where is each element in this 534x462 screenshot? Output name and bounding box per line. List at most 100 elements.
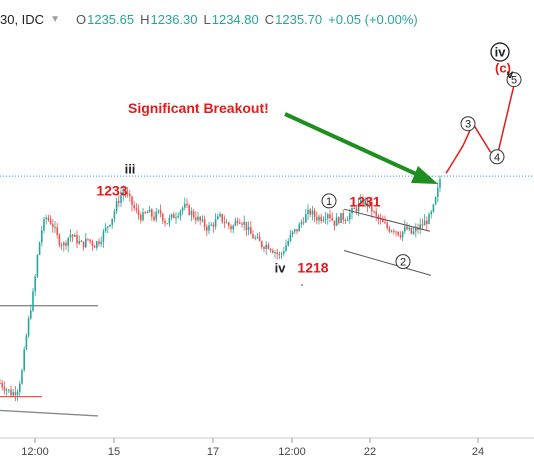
candle-body <box>214 219 217 227</box>
candle-body <box>421 224 424 226</box>
candle-body <box>118 201 120 203</box>
candle-body <box>49 220 52 225</box>
candle-body <box>355 208 358 212</box>
candle-body <box>362 199 364 205</box>
candle-body <box>133 205 135 209</box>
candle-body <box>399 235 402 238</box>
candle-body <box>115 201 118 212</box>
wave-number: 4 <box>494 152 500 164</box>
candle-body <box>434 197 437 205</box>
candle-body <box>168 217 171 224</box>
level-line-lower <box>0 409 99 417</box>
candle-body <box>285 245 287 252</box>
wave-label: iii <box>125 161 136 176</box>
candle-body <box>67 237 69 246</box>
candle-body <box>188 205 190 215</box>
candle-body <box>397 231 399 236</box>
candle-body <box>151 209 153 217</box>
candle-body <box>302 222 305 224</box>
chevron-down-icon[interactable]: ▼ <box>50 13 60 25</box>
ohlc-header: 30, IDC ▼ O 1235.65 H 1236.30 L 1234.80 C 12… <box>0 9 418 29</box>
candle-body <box>30 310 32 319</box>
candle-body <box>155 211 157 220</box>
candle-body <box>320 216 322 222</box>
x-axis-tick-label: 17 <box>207 446 219 458</box>
x-axis-tick-label: 22 <box>364 446 376 458</box>
channel-line-lower <box>343 250 432 276</box>
candle-body <box>190 211 193 215</box>
candle-body <box>366 199 369 207</box>
candle-body <box>432 204 435 212</box>
symbol-label[interactable]: 30, IDC <box>0 11 45 27</box>
candle-body <box>384 222 386 224</box>
candle-body <box>291 231 294 235</box>
candle-body <box>309 209 311 215</box>
candle-body <box>360 199 362 204</box>
wave-number: 2 <box>400 257 406 269</box>
candle-body <box>162 213 164 221</box>
candle-body <box>21 370 23 384</box>
candle-body <box>203 219 206 227</box>
candle-body <box>25 335 28 350</box>
candle-body <box>353 207 355 209</box>
candle-body <box>307 209 309 215</box>
candle-body <box>12 392 14 396</box>
price-label: 1218 <box>297 260 328 276</box>
candle-body <box>368 202 371 207</box>
candle-body <box>412 231 415 234</box>
candle-body <box>371 202 373 212</box>
candle-body <box>137 210 140 215</box>
candle-body <box>236 220 239 223</box>
candle-body <box>419 224 421 230</box>
candle-body <box>404 226 406 232</box>
candle-body <box>27 318 30 336</box>
wave-circle <box>489 149 505 165</box>
candle-body <box>45 217 47 219</box>
price-label: 1233 <box>96 182 127 198</box>
wave-circle <box>321 193 337 209</box>
candle-body <box>96 241 98 248</box>
candle-body <box>170 214 173 218</box>
candle-body <box>8 389 10 391</box>
candle-body <box>377 215 380 220</box>
candle-body <box>212 224 215 227</box>
candle-body <box>247 227 250 231</box>
candle-body <box>135 208 138 211</box>
candle-body <box>63 242 65 246</box>
candle-body <box>181 207 184 212</box>
candle-body <box>199 216 201 221</box>
wave-label-iv-circled: iv <box>495 45 507 60</box>
candle-body <box>335 217 338 226</box>
candle-body <box>74 234 76 237</box>
candle-body <box>386 223 388 229</box>
candle-body <box>401 231 404 238</box>
candle-body <box>157 210 160 212</box>
candle-body <box>153 216 155 220</box>
candle-body <box>146 212 149 214</box>
candle-body <box>327 214 329 219</box>
candle-body <box>144 212 146 214</box>
candle-body <box>82 241 85 248</box>
wave-label: iv <box>275 261 287 276</box>
candle-body <box>179 211 182 216</box>
high-value: 1236.30 <box>150 11 198 27</box>
candle-body <box>129 193 131 197</box>
candle-body <box>175 217 177 219</box>
candle-body <box>437 187 439 198</box>
candle-body <box>19 383 21 393</box>
candle-body <box>415 227 417 232</box>
candle-body <box>87 238 89 240</box>
candle-body <box>338 217 340 223</box>
candle-body <box>423 220 426 226</box>
change-value: +0.05 (+0.00%) <box>328 11 418 27</box>
stray-dot <box>301 284 303 286</box>
wave-circle <box>506 72 522 88</box>
close-label: C <box>264 11 275 27</box>
candle-body <box>10 389 12 396</box>
candle-body <box>164 220 166 224</box>
x-axis-tick-label: 12:00 <box>278 446 306 458</box>
candle-body <box>256 236 259 238</box>
candle-body <box>300 222 303 225</box>
